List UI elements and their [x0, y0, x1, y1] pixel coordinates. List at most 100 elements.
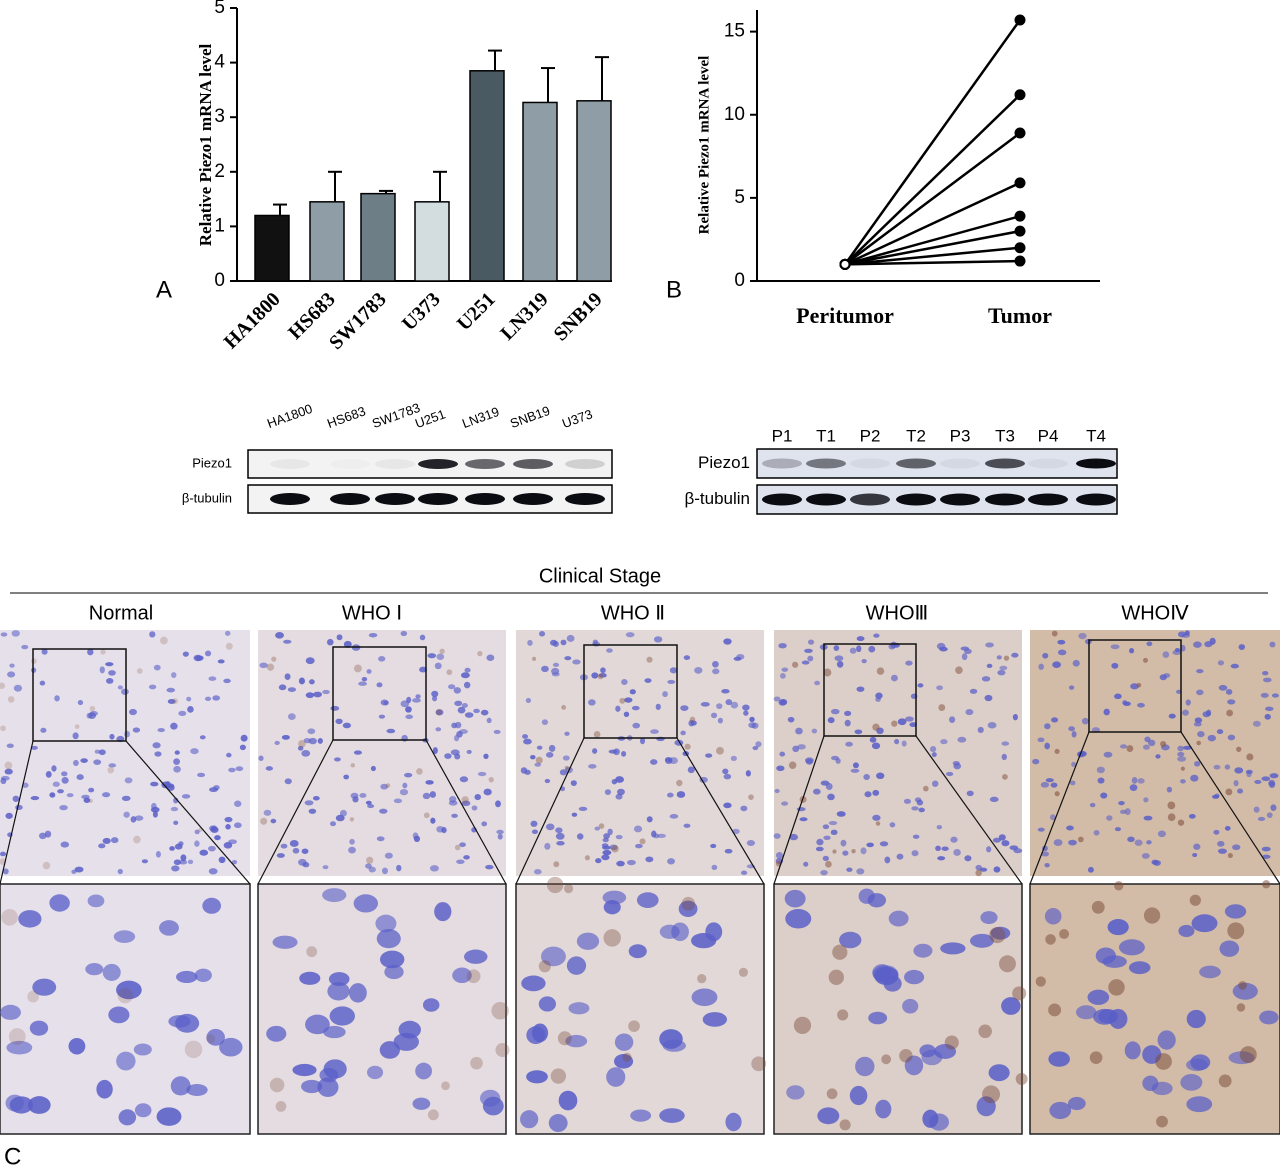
ihc-bg — [0, 630, 250, 876]
nucleus — [1119, 744, 1128, 749]
nucleus — [860, 847, 867, 855]
nucleus — [456, 859, 465, 865]
nucleus — [653, 833, 660, 839]
nucleus — [454, 734, 460, 742]
nucleus — [931, 780, 939, 788]
nucleus — [1114, 827, 1122, 832]
nucleus — [473, 708, 480, 714]
nucleus — [601, 854, 610, 861]
nucleus — [483, 788, 492, 796]
stain — [1177, 819, 1185, 826]
nucleus — [330, 705, 340, 711]
stain — [639, 838, 646, 845]
nucleus — [312, 796, 320, 801]
bar — [360, 192, 396, 282]
nucleus — [858, 888, 875, 904]
blot-band — [896, 458, 936, 469]
nucleus — [1096, 766, 1105, 774]
nucleus — [461, 703, 468, 709]
nucleus — [124, 777, 133, 784]
nucleus — [1159, 674, 1167, 681]
nucleus — [555, 832, 565, 840]
nucleus — [600, 667, 606, 674]
nucleus — [1188, 813, 1196, 819]
lane-label: T1 — [816, 426, 836, 445]
nucleus — [454, 753, 461, 760]
stain — [1048, 1003, 1062, 1017]
nucleus — [1218, 684, 1228, 691]
stain — [441, 1081, 450, 1091]
nucleus — [1048, 1051, 1070, 1067]
nucleus — [828, 821, 838, 826]
nucleus — [969, 933, 994, 948]
point — [1014, 210, 1026, 222]
nucleus — [1038, 663, 1044, 670]
nucleus — [99, 666, 105, 674]
nucleus — [889, 822, 896, 828]
nucleus — [1260, 692, 1269, 698]
nucleus — [108, 763, 117, 768]
nucleus — [1185, 699, 1191, 706]
nucleus — [835, 758, 841, 764]
nucleus — [941, 846, 949, 851]
nucleus — [412, 698, 421, 703]
stain — [716, 746, 724, 755]
nucleus — [1124, 808, 1131, 816]
nucleus — [551, 667, 560, 675]
nucleus — [96, 1079, 113, 1099]
nucleus — [448, 800, 458, 806]
nucleus — [289, 840, 299, 847]
zoom-line — [0, 740, 34, 885]
nucleus — [436, 653, 445, 660]
nucleus — [464, 949, 488, 964]
nucleus — [817, 1107, 840, 1125]
nucleus — [1196, 669, 1204, 674]
stain — [1126, 745, 1134, 752]
nucleus — [448, 684, 456, 690]
zoom-box — [1088, 639, 1182, 733]
nucleus — [1157, 830, 1166, 838]
stain — [1262, 880, 1271, 889]
nucleus — [434, 662, 442, 670]
nucleus — [894, 738, 900, 745]
nucleus — [827, 717, 835, 724]
zoom-line — [125, 740, 251, 885]
nucleus — [1180, 1074, 1203, 1091]
nucleus — [603, 833, 611, 840]
nucleus — [540, 946, 566, 967]
nucleus — [30, 745, 38, 750]
nucleus — [1227, 734, 1236, 741]
nucleus — [730, 755, 737, 761]
stain — [697, 974, 707, 984]
nucleus — [186, 1083, 208, 1097]
nucleus — [623, 711, 630, 718]
nucleus — [29, 1020, 49, 1036]
nucleus — [68, 1037, 86, 1055]
nucleus — [822, 855, 829, 862]
nucleus — [953, 762, 962, 770]
series-line — [844, 132, 1021, 266]
nucleus — [1193, 843, 1201, 850]
stain — [828, 969, 844, 985]
nucleus — [875, 692, 883, 699]
nucleus — [486, 654, 495, 661]
nucleus — [176, 970, 198, 984]
nucleus — [615, 834, 623, 840]
nucleus — [481, 821, 488, 827]
nucleus — [329, 1006, 355, 1026]
nucleus — [1197, 731, 1205, 738]
nucleus — [153, 664, 161, 671]
nucleus — [1192, 852, 1198, 858]
nucleus — [807, 655, 814, 662]
nucleus — [1266, 812, 1273, 818]
nucleus — [1129, 647, 1135, 654]
nucleus — [287, 713, 296, 721]
blot-band — [465, 493, 505, 505]
nucleus — [322, 888, 347, 903]
stain — [1226, 709, 1234, 717]
panel-label: C — [4, 1143, 21, 1170]
nucleus — [454, 700, 463, 707]
nucleus — [1001, 840, 1010, 847]
nucleus — [1182, 745, 1192, 750]
nucleus — [454, 721, 462, 729]
